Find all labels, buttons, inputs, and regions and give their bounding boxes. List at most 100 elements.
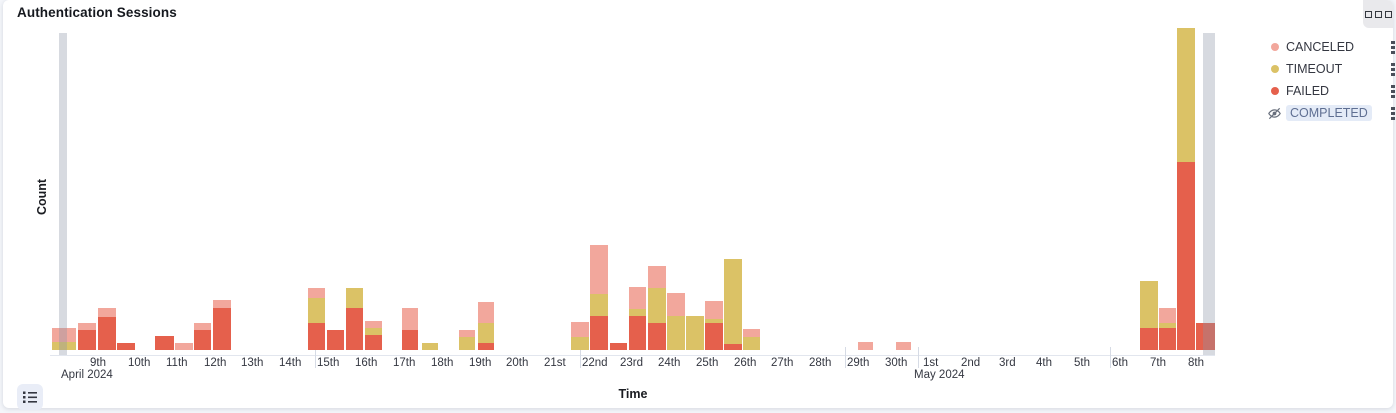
bar-segment-canceled[interactable] bbox=[308, 288, 325, 298]
stacked-bar[interactable] bbox=[52, 328, 76, 350]
legend-label[interactable]: FAILED bbox=[1286, 84, 1330, 98]
stacked-bar[interactable] bbox=[743, 329, 760, 350]
bar-segment-timeout[interactable] bbox=[422, 343, 438, 350]
bar-segment-canceled[interactable] bbox=[1159, 308, 1176, 323]
stacked-bar[interactable] bbox=[1196, 323, 1215, 350]
bar-segment-canceled[interactable] bbox=[858, 342, 873, 350]
panel-options-button[interactable] bbox=[1363, 0, 1393, 28]
stacked-bar[interactable] bbox=[858, 342, 873, 350]
stacked-bar[interactable] bbox=[1177, 28, 1195, 350]
stacked-bar[interactable] bbox=[365, 321, 382, 350]
legend-label[interactable]: CANCELED bbox=[1286, 40, 1355, 54]
stacked-bar[interactable] bbox=[327, 330, 344, 350]
bar-segment-failed[interactable] bbox=[194, 330, 211, 350]
stacked-bar[interactable] bbox=[155, 336, 174, 350]
bar-segment-canceled[interactable] bbox=[590, 245, 608, 294]
bar-segment-timeout[interactable] bbox=[459, 337, 475, 350]
bar-segment-timeout[interactable] bbox=[346, 288, 363, 308]
bar-segment-failed[interactable] bbox=[610, 343, 627, 350]
bar-segment-canceled[interactable] bbox=[896, 342, 911, 350]
bar-segment-canceled[interactable] bbox=[571, 322, 589, 337]
bar-segment-canceled[interactable] bbox=[402, 308, 418, 330]
bar-segment-timeout[interactable] bbox=[743, 337, 760, 350]
bar-segment-failed[interactable] bbox=[308, 323, 325, 350]
stacked-bar[interactable] bbox=[98, 308, 116, 350]
legend-item-actions-button[interactable] bbox=[1387, 84, 1396, 98]
bar-segment-failed[interactable] bbox=[1177, 162, 1195, 350]
stacked-bar[interactable] bbox=[667, 293, 685, 350]
bar-segment-timeout[interactable] bbox=[590, 294, 608, 316]
bar-segment-timeout[interactable] bbox=[571, 337, 589, 350]
stacked-bar[interactable] bbox=[459, 330, 475, 350]
bar-segment-timeout[interactable] bbox=[1140, 281, 1158, 328]
legend-toggle-button[interactable] bbox=[17, 384, 43, 410]
bar-segment-canceled[interactable] bbox=[705, 301, 723, 319]
bar-segment-canceled[interactable] bbox=[667, 293, 685, 316]
bar-segment-canceled[interactable] bbox=[78, 323, 96, 330]
bar-segment-timeout[interactable] bbox=[1177, 28, 1195, 162]
stacked-bar[interactable] bbox=[896, 342, 911, 350]
bar-segment-failed[interactable] bbox=[1159, 328, 1176, 350]
stacked-bar[interactable] bbox=[1140, 281, 1158, 350]
stacked-bar[interactable] bbox=[402, 308, 418, 350]
bar-segment-canceled[interactable] bbox=[629, 287, 646, 309]
bar-segment-failed[interactable] bbox=[478, 343, 494, 350]
bar-segment-failed[interactable] bbox=[98, 317, 116, 350]
bar-segment-failed[interactable] bbox=[705, 323, 723, 350]
bar-segment-canceled[interactable] bbox=[459, 330, 475, 337]
bar-segment-failed[interactable] bbox=[1140, 328, 1158, 350]
legend-item-actions-button[interactable] bbox=[1387, 40, 1396, 54]
stacked-bar[interactable] bbox=[194, 323, 211, 350]
bar-segment-canceled[interactable] bbox=[365, 321, 382, 328]
legend-item-actions-button[interactable] bbox=[1387, 62, 1396, 76]
stacked-bar[interactable] bbox=[686, 316, 704, 350]
bar-segment-failed[interactable] bbox=[346, 308, 363, 350]
bar-segment-failed[interactable] bbox=[402, 330, 418, 350]
bar-segment-canceled[interactable] bbox=[52, 328, 76, 342]
bar-segment-timeout[interactable] bbox=[478, 323, 494, 343]
bar-segment-timeout[interactable] bbox=[686, 316, 704, 350]
stacked-bar[interactable] bbox=[422, 343, 438, 350]
stacked-bar[interactable] bbox=[213, 300, 231, 350]
bar-segment-timeout[interactable] bbox=[365, 328, 382, 335]
bar-segment-failed[interactable] bbox=[1196, 323, 1215, 350]
legend-label[interactable]: COMPLETED bbox=[1286, 105, 1372, 121]
bar-segment-failed[interactable] bbox=[590, 316, 608, 350]
stacked-bar[interactable] bbox=[308, 288, 325, 350]
bar-segment-canceled[interactable] bbox=[213, 300, 231, 308]
bar-segment-timeout[interactable] bbox=[1159, 323, 1176, 328]
stacked-bar[interactable] bbox=[78, 323, 96, 350]
stacked-bar[interactable] bbox=[629, 287, 646, 350]
bar-segment-failed[interactable] bbox=[365, 335, 382, 350]
bar-segment-canceled[interactable] bbox=[478, 302, 494, 323]
bar-segment-canceled[interactable] bbox=[743, 329, 760, 337]
stacked-bar[interactable] bbox=[117, 343, 135, 350]
bar-segment-timeout[interactable] bbox=[724, 259, 742, 344]
bar-segment-failed[interactable] bbox=[155, 336, 174, 350]
stacked-bar[interactable] bbox=[610, 343, 627, 350]
bar-segment-canceled[interactable] bbox=[98, 308, 116, 317]
bar-segment-failed[interactable] bbox=[213, 308, 231, 350]
bar-segment-canceled[interactable] bbox=[194, 323, 211, 330]
bar-segment-timeout[interactable] bbox=[52, 342, 76, 350]
bar-segment-timeout[interactable] bbox=[648, 288, 666, 323]
bar-segment-timeout[interactable] bbox=[308, 298, 325, 323]
legend-label[interactable]: TIMEOUT bbox=[1286, 62, 1343, 76]
bar-segment-timeout[interactable] bbox=[629, 309, 646, 316]
bar-segment-failed[interactable] bbox=[78, 330, 96, 350]
bar-segment-failed[interactable] bbox=[724, 344, 742, 350]
stacked-bar[interactable] bbox=[175, 343, 193, 350]
stacked-bar[interactable] bbox=[648, 266, 666, 350]
bar-segment-timeout[interactable] bbox=[705, 319, 723, 323]
stacked-bar[interactable] bbox=[724, 259, 742, 350]
bar-segment-failed[interactable] bbox=[629, 316, 646, 350]
stacked-bar[interactable] bbox=[1159, 308, 1176, 350]
bar-segment-failed[interactable] bbox=[117, 343, 135, 350]
bar-segment-canceled[interactable] bbox=[175, 343, 193, 350]
stacked-bar[interactable] bbox=[571, 322, 589, 350]
stacked-bar[interactable] bbox=[705, 301, 723, 350]
legend-item-actions-button[interactable] bbox=[1387, 106, 1396, 120]
stacked-bar[interactable] bbox=[346, 288, 363, 350]
bar-segment-failed[interactable] bbox=[327, 330, 344, 350]
stacked-bar[interactable] bbox=[590, 245, 608, 350]
